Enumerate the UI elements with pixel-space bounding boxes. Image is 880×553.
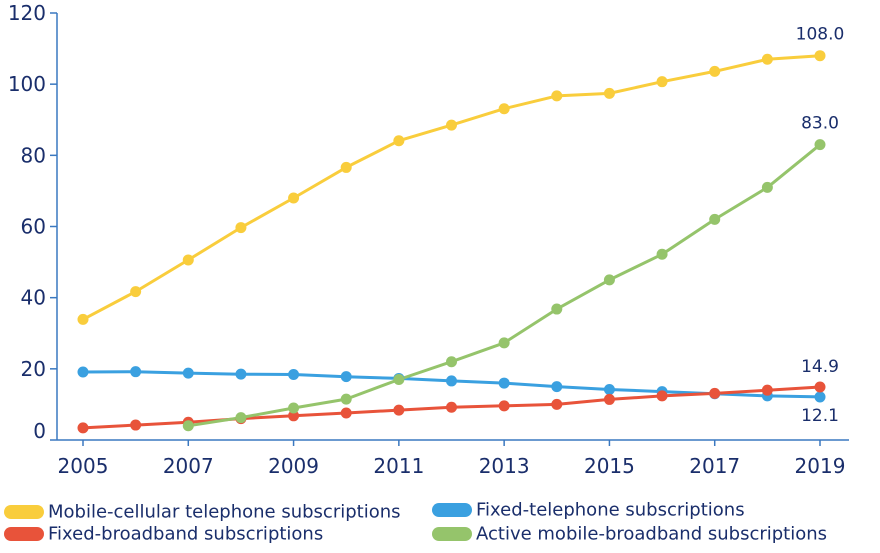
data-point <box>340 393 352 405</box>
series-line-0 <box>82 54 821 321</box>
data-point <box>814 139 826 151</box>
data-point <box>603 393 615 405</box>
data-point <box>446 356 457 368</box>
data-point <box>182 420 194 432</box>
x-tick-label: 2013 <box>479 454 530 478</box>
legend-label: Mobile-cellular telephone subscriptions <box>48 501 401 523</box>
data-point <box>498 103 510 115</box>
series-points <box>77 50 826 434</box>
data-point <box>77 422 89 434</box>
data-point <box>446 375 457 387</box>
x-tick-label: 2009 <box>268 454 319 478</box>
data-point <box>761 181 773 193</box>
legend-item-fixed-broadband: Fixed-broadband subscriptions <box>4 523 323 545</box>
y-tick-label: 40 <box>21 286 46 310</box>
data-point <box>77 366 89 378</box>
x-tick-label: 2019 <box>795 454 846 478</box>
y-tick-label: 100 <box>8 72 46 96</box>
data-point <box>814 391 826 403</box>
legend-item-active-mobile-broadband: Active mobile-broadband subscriptions <box>432 523 827 545</box>
data-point <box>551 398 563 410</box>
data-point <box>340 371 352 383</box>
legend-swatch <box>432 503 472 517</box>
legend-item-mobile-cellular: Mobile-cellular telephone subscriptions <box>4 501 401 523</box>
legend-label: Fixed-broadband subscriptions <box>48 523 324 545</box>
data-point <box>814 381 826 393</box>
data-point <box>77 313 89 325</box>
y-tick-label: 60 <box>21 215 46 239</box>
data-point <box>182 367 194 379</box>
legend-item-fixed-telephone: Fixed-telephone subscriptions <box>432 499 745 521</box>
data-point <box>709 213 721 225</box>
data-point <box>235 222 247 234</box>
data-point <box>603 274 615 286</box>
data-point <box>709 65 721 77</box>
data-point <box>656 390 668 402</box>
data-point <box>182 254 194 266</box>
data-point <box>498 337 510 349</box>
data-point <box>551 381 563 393</box>
x-tick-label: 2011 <box>373 454 424 478</box>
data-point <box>393 404 405 416</box>
y-tick-label: 80 <box>21 143 46 167</box>
data-point <box>130 419 142 431</box>
data-point <box>551 303 563 315</box>
data-point <box>235 412 247 424</box>
data-point <box>603 87 615 99</box>
data-point <box>709 387 721 399</box>
data-labels: 108.0 12.1 14.9 83.0 <box>796 25 845 426</box>
end-label-1: 12.1 <box>801 406 839 426</box>
legend-label: Active mobile-broadband subscriptions <box>476 523 828 545</box>
data-point <box>235 368 247 380</box>
x-tick-label: 2005 <box>58 454 109 478</box>
data-point <box>130 366 142 378</box>
end-label-0: 108.0 <box>796 25 845 45</box>
data-point <box>446 119 457 131</box>
data-point <box>814 50 826 62</box>
data-point <box>288 192 300 204</box>
x-tick-label: 2015 <box>584 454 635 478</box>
legend-swatch <box>4 505 44 519</box>
data-point <box>761 53 773 65</box>
end-label-3: 83.0 <box>801 114 839 134</box>
data-point <box>656 76 668 88</box>
y-ticks: 0 20 40 60 80 100 120 <box>8 1 57 443</box>
data-point <box>603 383 615 395</box>
legend-swatch <box>432 527 472 541</box>
data-point <box>393 374 405 386</box>
data-point <box>393 135 405 147</box>
data-point <box>340 407 352 419</box>
x-ticks: 2005 2007 2009 2011 2013 2015 2017 2019 <box>58 440 846 478</box>
x-tick-label: 2017 <box>689 454 740 478</box>
data-point <box>551 90 563 102</box>
y-tick-label: 0 <box>33 419 46 443</box>
data-point <box>340 161 352 173</box>
data-point <box>761 384 773 396</box>
end-label-2: 14.9 <box>801 357 839 377</box>
data-point <box>498 377 510 389</box>
x-tick-label: 2007 <box>163 454 214 478</box>
data-point <box>288 369 300 381</box>
data-point <box>288 402 300 414</box>
y-tick-label: 20 <box>21 357 46 381</box>
legend-label: Fixed-telephone subscriptions <box>476 499 745 521</box>
y-tick-label: 120 <box>8 1 46 25</box>
data-point <box>446 401 457 413</box>
data-point <box>130 286 142 298</box>
data-point <box>498 400 510 412</box>
data-point <box>656 248 668 260</box>
legend-swatch <box>4 527 44 541</box>
data-point <box>288 410 300 422</box>
